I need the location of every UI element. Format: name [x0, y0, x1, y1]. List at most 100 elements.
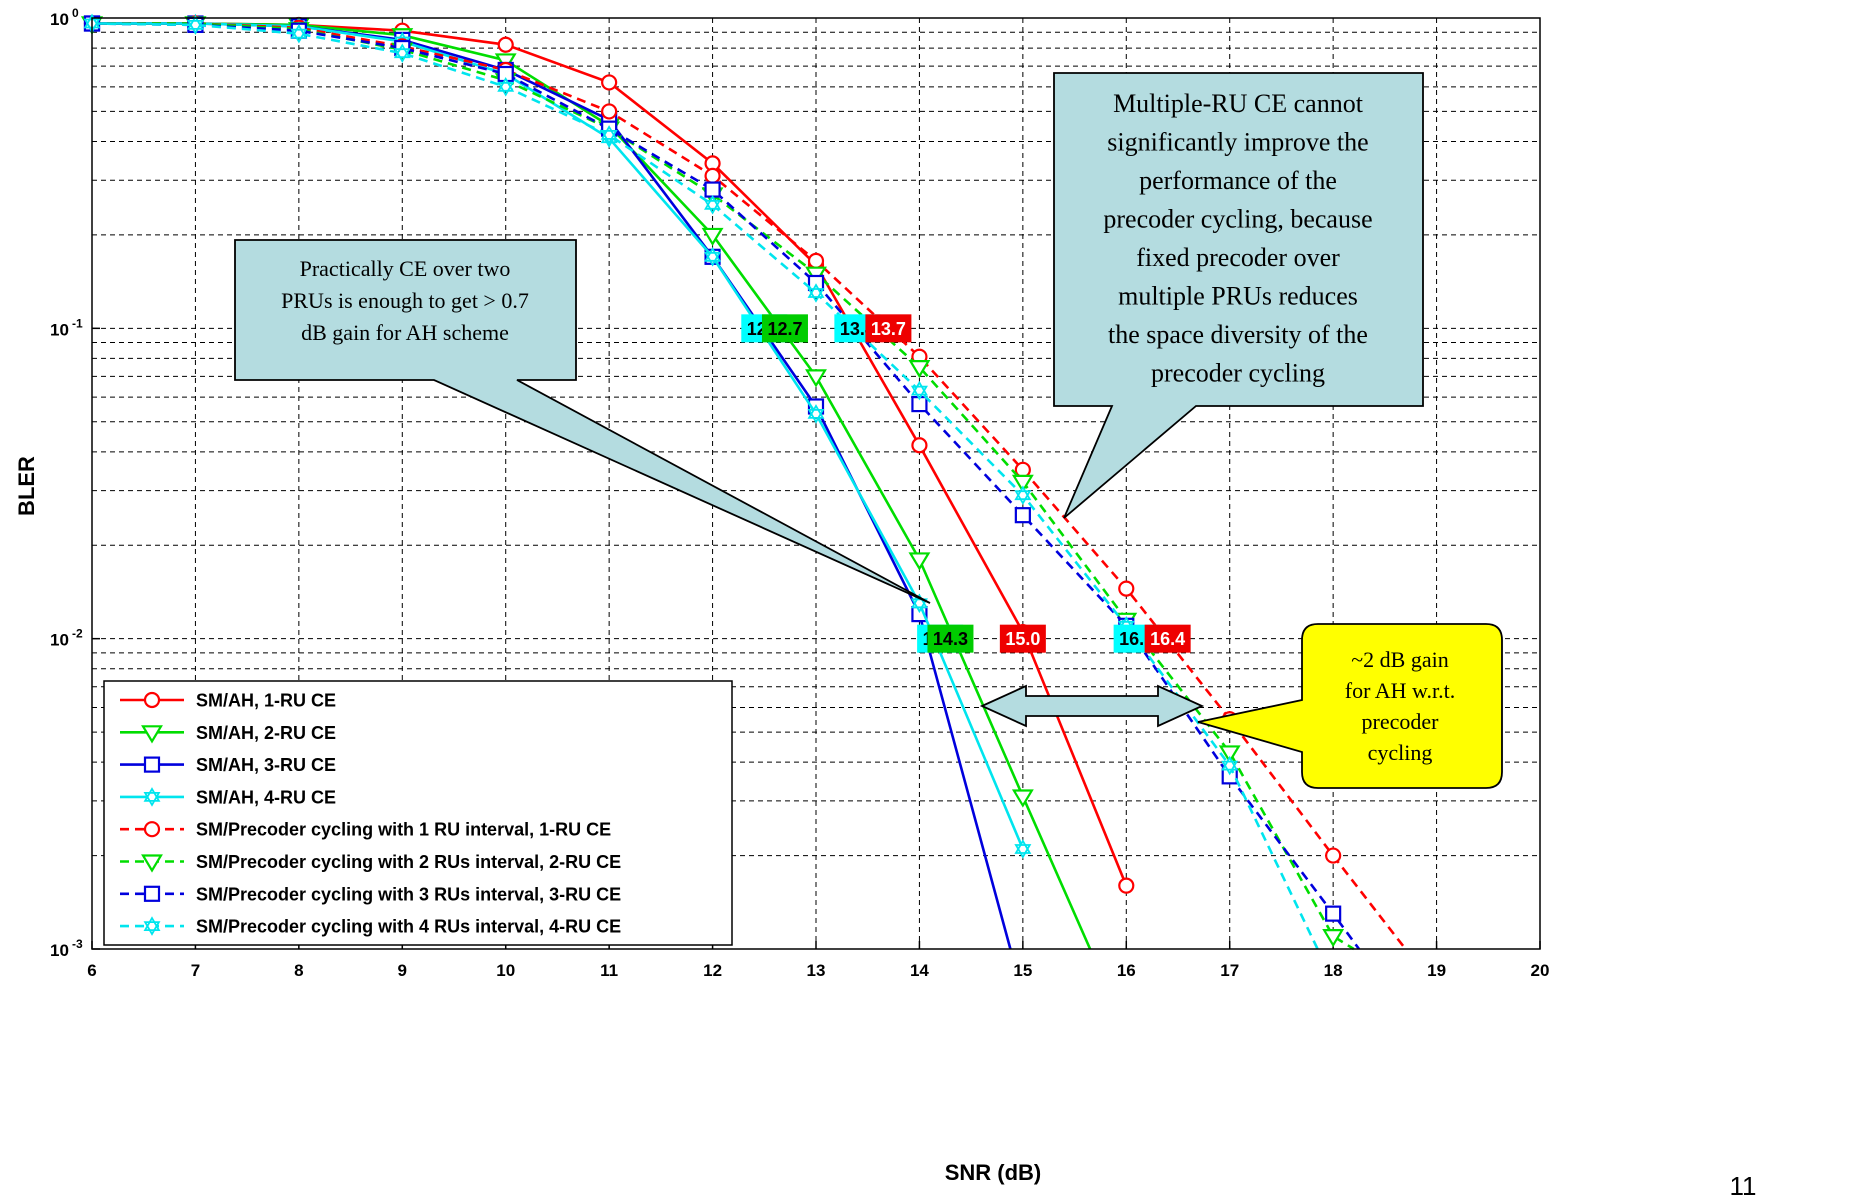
legend-label: SM/AH, 3-RU CE: [196, 755, 336, 775]
value-tag-label: 13.7: [871, 319, 906, 339]
data-point: [908, 360, 931, 379]
value-tag-bg: [927, 624, 974, 653]
legend-item-5: SM/Precoder cycling with 1 RU interval, …: [120, 820, 611, 840]
legend-marker: [143, 787, 161, 807]
series-lines: [81, 13, 1407, 951]
right-callout-text: performance of the: [1139, 166, 1337, 195]
value-tag: 14.3: [927, 624, 974, 653]
hexagram-part: [143, 921, 161, 936]
data-point: [600, 125, 618, 145]
hexagram-part: [910, 598, 928, 614]
y-tick-label: 10: [50, 631, 69, 650]
data-point: [1118, 580, 1135, 597]
value-tag-bg: [761, 314, 808, 343]
hexagram-part: [1221, 760, 1239, 776]
y-axis-label: BLER: [14, 456, 39, 516]
x-tick-label: 15: [1013, 961, 1032, 980]
x-tick-label: 9: [398, 961, 407, 980]
hexagram-part: [290, 28, 308, 44]
hexagram-part: [704, 251, 722, 267]
legend-label: SM/AH, 2-RU CE: [196, 723, 336, 743]
x-tick-label: 17: [1220, 961, 1239, 980]
right-callout-text: precoder cycling, because: [1103, 205, 1372, 234]
legend-box: [103, 680, 733, 946]
data-point: [1218, 745, 1241, 764]
data-point: [910, 593, 928, 614]
gain-callout-text: for AH w.r.t.: [1345, 678, 1455, 703]
value-tag: 16.4: [1144, 624, 1191, 653]
value-tags: 12.512.713.413.714.214.315.016.116.4: [741, 314, 1191, 653]
right-callout-text: multiple PRUs reduces: [1118, 282, 1358, 311]
x-tick-label: 19: [1427, 961, 1446, 980]
x-tick-label: 14: [910, 961, 929, 980]
legend-marker: [143, 691, 161, 709]
y-tick-exponent: -1: [72, 316, 83, 330]
left-callout-text: dB gain for AH scheme: [301, 320, 509, 345]
data-point: [910, 380, 928, 401]
data-point: [1011, 474, 1034, 494]
legend-label: SM/Precoder cycling with 3 RUs interval,…: [196, 884, 621, 904]
right-callout-box: [1053, 72, 1424, 519]
y-tick-exponent: -3: [72, 937, 83, 951]
data-point: [1011, 789, 1034, 808]
gain-callout-text: ~2 dB gain: [1351, 647, 1448, 672]
data-point: [1014, 507, 1031, 524]
data-point: [1221, 768, 1238, 785]
right-callout-text: the space diversity of the: [1108, 320, 1368, 349]
legend-label: SM/AH, 4-RU CE: [196, 787, 336, 807]
data-point: [601, 74, 618, 91]
data-point: [290, 23, 308, 44]
x-tick-label: 20: [1531, 961, 1550, 980]
data-point: [1118, 877, 1135, 894]
x-tick-label: 11: [600, 961, 618, 980]
data-point: [704, 167, 721, 184]
plot-border: [91, 17, 1541, 950]
x-tick-label: 8: [294, 961, 303, 980]
hexagram-part: [186, 19, 204, 35]
y-tick-label: 10: [50, 941, 69, 960]
right-callout-text: Multiple-RU CE cannot: [1113, 89, 1364, 118]
legend-marker: [143, 756, 161, 773]
callouts: Practically CE over two PRUs is enough to…: [234, 72, 1503, 789]
y-tick-exponent: 0: [72, 6, 79, 20]
right-callout-text: precoder cycling: [1151, 359, 1325, 388]
data-point: [1221, 755, 1239, 776]
x-tick-label: 6: [87, 961, 96, 980]
hexagram-part: [1014, 844, 1032, 859]
data-point: [704, 247, 722, 267]
value-tag-bg: [999, 624, 1046, 653]
data-point: [1325, 905, 1342, 922]
x-tick-label: 7: [191, 961, 200, 980]
legend-label: SM/Precoder cycling with 4 RUs interval,…: [196, 917, 621, 937]
legend: SM/AH, 1-RU CE SM/AH, 2-RU CE SM/AH, 3-RU …: [103, 680, 733, 946]
hexagram-part: [910, 385, 928, 401]
data-point: [807, 404, 825, 424]
series-line: [92, 22, 1355, 951]
x-tick-label: 13: [807, 961, 826, 980]
value-tag-label: 14.3: [933, 629, 968, 649]
data-point: [497, 36, 514, 53]
legend-item-7: SM/Precoder cycling with 3 RUs interval,…: [120, 884, 621, 904]
data-point: [805, 369, 827, 388]
y-tick-exponent: -2: [72, 627, 83, 641]
legend-item-4: SM/AH, 4-RU CE: [120, 787, 336, 807]
gain-callout-text: cycling: [1368, 740, 1433, 765]
legend-item-6: SM/Precoder cycling with 2 RUs interval,…: [120, 852, 621, 873]
data-point: [1325, 847, 1342, 864]
hexagram-part: [497, 81, 515, 97]
data-point: [807, 252, 825, 269]
data-point: [704, 195, 722, 215]
value-tag: 12.7: [761, 314, 808, 343]
legend-marker: [141, 725, 163, 744]
hexagram-part: [600, 129, 618, 145]
hexagram-part: [393, 48, 411, 64]
data-point: [1322, 929, 1345, 948]
value-tag-label: 16.4: [1150, 629, 1185, 649]
data-point: [807, 283, 825, 303]
right-callout-text: significantly improve the: [1107, 128, 1368, 157]
data-point: [601, 103, 618, 120]
x-tick-label: 18: [1324, 961, 1343, 980]
